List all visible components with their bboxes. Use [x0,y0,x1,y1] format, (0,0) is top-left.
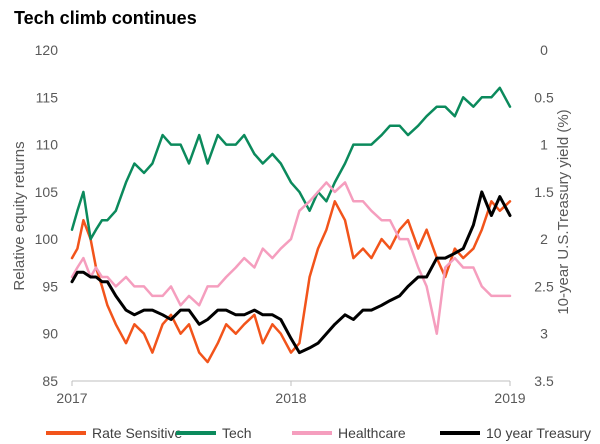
y2-tick-label: 1 [540,137,548,153]
series-line-rate-sensitive [70,200,512,364]
y2-tick-label: 0.5 [534,89,554,105]
y2-tick-label: 2 [540,231,548,247]
y-axis-title: Relative equity returns [11,141,28,290]
y2-tick-label: 2.5 [534,278,554,294]
legend-label-rate-sensitive: Rate Sensitive [92,425,182,441]
y-tick-label: 85 [42,373,58,389]
y-tick-label: 120 [35,42,59,58]
y-tick-label: 115 [36,89,59,105]
legend-label-healthcare: Healthcare [338,425,406,441]
y-tick-label: 100 [35,231,59,247]
x-tick-label: 2018 [275,390,306,406]
legend-label-tech: Tech [222,425,252,441]
y-tick-label: 90 [42,326,58,342]
y-tick-label: 95 [42,278,58,294]
legend: Rate Sensitive Tech Healthcare 10 year Trea… [46,425,591,441]
series-line-tech [70,86,512,241]
y2-axis-title: 10-year U.S.Treasury yield (%) [555,109,572,314]
series-line-healthcare [70,181,512,335]
y-tick-label: 105 [35,184,59,200]
series-line-10-year-treasury [70,190,512,355]
y-tick-label: 110 [36,137,59,153]
y2-tick-label: 1.5 [534,184,554,200]
x-tick-label: 2019 [494,390,525,406]
y2-tick-label: 3.5 [534,373,554,389]
series-lines [70,86,512,364]
x-tick-label: 2017 [56,390,87,406]
legend-label-10-year-treasury: 10 year Treasury [486,425,591,441]
y2-tick-label: 3 [540,326,548,342]
chart-title: Tech climb continues [14,8,197,28]
y2-tick-label: 0 [540,42,548,58]
left-axis-ticks: 85 90 95 100 105 110 115 120 [35,42,59,389]
right-axis-ticks: 0 0.5 1 1.5 2 2.5 3 3.5 [534,42,554,389]
x-axis: 2017 2018 2019 [56,380,526,406]
